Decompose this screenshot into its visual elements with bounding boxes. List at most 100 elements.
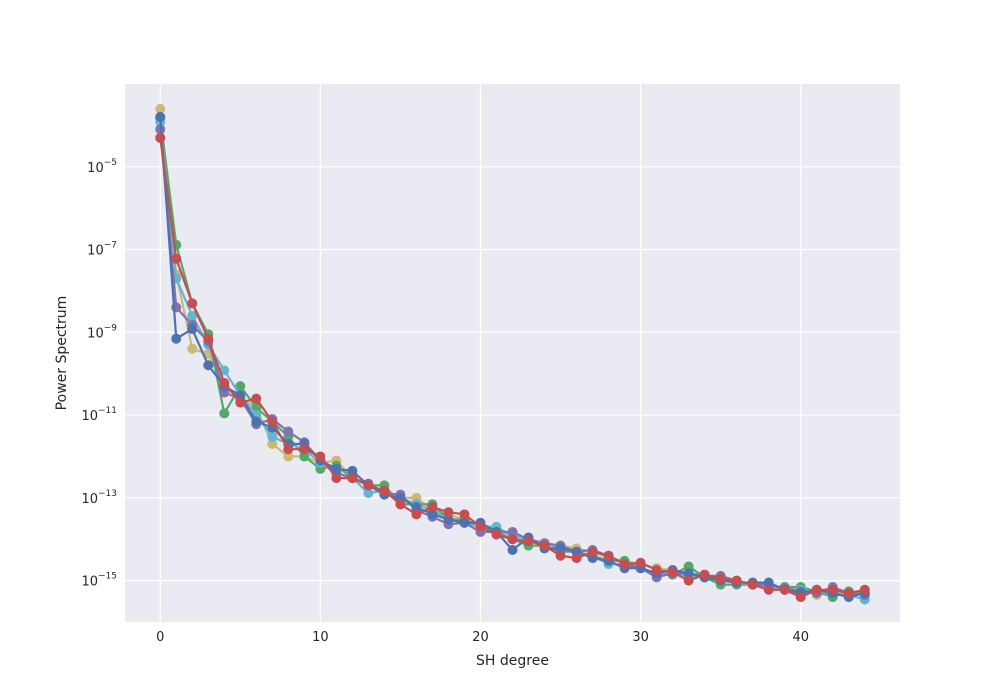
data-point [283, 426, 294, 437]
data-point [283, 451, 294, 462]
data-point [235, 397, 246, 408]
data-point [299, 444, 310, 455]
data-point [555, 543, 566, 554]
data-point [683, 575, 694, 586]
x-tick-label: 40 [792, 630, 809, 645]
data-point [427, 502, 438, 513]
data-point [571, 553, 582, 564]
data-point [395, 499, 406, 510]
data-point [731, 575, 742, 586]
data-point [763, 577, 774, 588]
data-point [475, 521, 486, 532]
data-point [555, 550, 566, 561]
data-point [331, 463, 342, 474]
data-point [523, 536, 534, 547]
data-point [267, 439, 278, 450]
y-tick-base: 10 [87, 326, 104, 341]
y-tick-label: 10−9 [87, 323, 117, 341]
data-point [507, 534, 518, 545]
data-point [427, 509, 438, 520]
y-tick-exponent: −11 [98, 406, 117, 416]
y-tick-exponent: −7 [104, 241, 117, 251]
y-tick-label: 10−5 [87, 158, 117, 176]
y-tick-exponent: −15 [98, 572, 117, 582]
data-point [411, 502, 422, 513]
data-point [507, 544, 518, 555]
data-point [155, 132, 166, 143]
data-point [747, 579, 758, 590]
data-point [619, 559, 630, 570]
data-point [363, 480, 374, 491]
data-point [203, 333, 214, 344]
data-point [379, 485, 390, 496]
data-point [331, 473, 342, 484]
data-point [459, 517, 470, 528]
data-point [779, 584, 790, 595]
data-point [219, 377, 230, 388]
data-point [315, 451, 326, 462]
data-point [859, 584, 870, 595]
data-point [283, 444, 294, 455]
data-point [843, 588, 854, 599]
data-point [683, 568, 694, 579]
data-point [811, 584, 822, 595]
y-tick-base: 10 [87, 244, 104, 259]
data-point [763, 584, 774, 595]
data-point [187, 310, 198, 321]
data-point [171, 333, 182, 344]
y-tick-label: 10−7 [87, 241, 117, 259]
data-point [539, 540, 550, 551]
y-tick-base: 10 [87, 161, 104, 176]
y-axis-label: Power Spectrum [54, 296, 70, 411]
y-tick-exponent: −13 [98, 489, 117, 499]
data-point [347, 473, 358, 484]
data-point [267, 431, 278, 442]
y-tick-base: 10 [81, 492, 98, 507]
data-point [187, 343, 198, 354]
data-point [299, 451, 310, 462]
x-tick-label: 0 [156, 630, 164, 645]
data-point [491, 529, 502, 540]
x-tick-label: 10 [312, 630, 329, 645]
x-axis-label: SH degree [476, 653, 549, 669]
data-point [715, 573, 726, 584]
data-point [507, 526, 518, 537]
data-point [651, 565, 662, 576]
data-point [171, 253, 182, 264]
data-point [443, 507, 454, 518]
data-point [363, 488, 374, 499]
data-point [667, 567, 678, 578]
data-point [155, 103, 166, 114]
data-point [603, 550, 614, 561]
data-point [411, 509, 422, 520]
data-point [219, 408, 230, 419]
data-point [699, 569, 710, 580]
data-point [827, 584, 838, 595]
data-point [795, 592, 806, 603]
data-point [347, 465, 358, 476]
data-point [187, 324, 198, 335]
y-tick-label: 10−15 [81, 572, 117, 590]
y-tick-exponent: −5 [104, 158, 117, 168]
x-tick-label: 30 [632, 630, 649, 645]
series-6 [155, 132, 870, 603]
data-point [203, 360, 214, 371]
x-axis-ticks: 0 10 20 30 40 [156, 630, 809, 645]
data-point [587, 546, 598, 557]
data-point [251, 416, 262, 427]
data-point [267, 416, 278, 427]
y-tick-exponent: −9 [104, 323, 118, 333]
data-point [683, 561, 694, 572]
y-tick-base: 10 [81, 575, 98, 590]
data-point [443, 514, 454, 525]
y-tick-label: 10−11 [81, 406, 117, 424]
data-point [235, 381, 246, 392]
data-point [187, 298, 198, 309]
y-tick-base: 10 [81, 409, 98, 424]
y-tick-label: 10−13 [81, 489, 117, 507]
data-point [635, 557, 646, 568]
data-point [155, 111, 166, 122]
series-layer [155, 103, 870, 605]
